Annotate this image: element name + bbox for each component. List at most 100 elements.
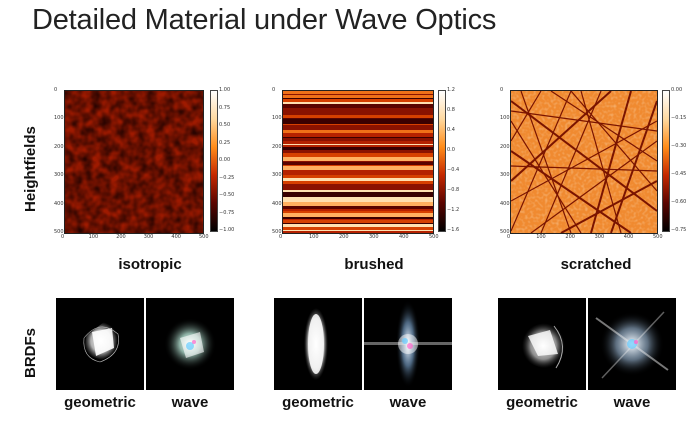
brushed-stripe [283, 148, 433, 150]
colorbar-tick-label: −0.50 [219, 192, 235, 198]
colorbar-tick-label: −1.2 [447, 207, 460, 213]
brushed-stripe [283, 133, 433, 137]
y-tick-label: 300 [54, 172, 64, 179]
y-tick-label: 400 [54, 200, 64, 207]
y-tick-label: 200 [272, 143, 282, 150]
caption-scratched: scratched [560, 256, 632, 273]
y-tick-label: 100 [272, 115, 282, 122]
brushed-stripe [283, 138, 433, 141]
brdf-pair-scratched [498, 298, 676, 390]
brushed-stripe [283, 223, 433, 224]
colorbar-tick-label: −1.00 [219, 227, 235, 233]
brushed-stripe [283, 118, 433, 119]
brushed-stripe [283, 219, 433, 220]
y-tick-label: 400 [500, 200, 510, 207]
brushed-stripe [283, 102, 433, 104]
brushed-stripe [283, 153, 433, 157]
brushed-stripe [283, 181, 433, 184]
brushed-stripe [283, 231, 433, 233]
colorbar-tick-label: 0.75 [219, 104, 231, 111]
brdf-caption-geometric-3: geometric [506, 394, 578, 411]
brdf-geometric-brushed [274, 298, 362, 390]
scratch-line [511, 100, 657, 212]
scratch-line [511, 120, 657, 202]
brushed-stripe [283, 124, 433, 125]
y-tick-label: 200 [54, 143, 64, 150]
brushed-stripe [283, 91, 433, 94]
scratch-line [511, 91, 572, 232]
brushed-stripe [283, 197, 433, 202]
brushed-stripe [283, 211, 433, 213]
heightfield-brushed-image [282, 90, 434, 234]
brushed-stripe [283, 162, 433, 165]
brushed-stripe [283, 115, 433, 118]
brdf-caption-wave-2: wave [389, 394, 427, 411]
brushed-stripe [283, 150, 433, 153]
caption-brushed: brushed [344, 256, 404, 273]
y-tick-label: 300 [272, 172, 282, 179]
y-tick-label: 0 [500, 87, 504, 93]
brushed-stripe [283, 230, 433, 231]
brushed-stripe [283, 224, 433, 227]
scratch-line [511, 150, 632, 233]
x-tick-label: 300 [143, 234, 154, 240]
y-tick-label: 0 [272, 87, 276, 93]
x-tick-label: 300 [369, 234, 379, 240]
brushed-stripe [283, 184, 433, 186]
heightfield-brushed: 0 100 200 300 400 500 0 100 200 300 400 500 1.2 0.8 0.… [270, 86, 459, 246]
x-tick-label: 0 [279, 234, 283, 240]
brushed-stripe [283, 144, 433, 145]
brushed-stripe [283, 104, 433, 108]
x-tick-label: 400 [399, 234, 409, 240]
brdfs-row-label: BRDFs [22, 327, 39, 378]
brushed-stripe [283, 141, 433, 144]
brushed-stripe [283, 147, 433, 148]
brdf-wave-scratched [588, 298, 676, 390]
scratch-line [511, 110, 657, 132]
caption-isotropic: isotropic [118, 256, 182, 273]
brdf-geometric-isotropic [56, 298, 144, 390]
brushed-stripe [283, 119, 433, 124]
scratch-line [511, 165, 657, 172]
colorbar-tick-label: −0.8 [447, 187, 460, 193]
brushed-stripe [283, 137, 433, 138]
scratch-line [610, 100, 657, 233]
colorbar-tick-label: 0.00 [671, 87, 683, 93]
brushed-stripe [283, 227, 433, 230]
brushed-stripe [283, 206, 433, 209]
brdf-pair-brushed [274, 298, 452, 390]
colorbar-tick-label: 0.8 [447, 107, 455, 113]
brushed-colorbar [438, 90, 446, 232]
x-tick-label: 0 [507, 234, 511, 240]
brdf-caption-wave-3: wave [613, 394, 651, 411]
colorbar-tick-label: −0.4 [447, 167, 460, 173]
brushed-stripe [283, 95, 433, 98]
colorbar-tick-label: −1.6 [447, 227, 460, 233]
colorbar-tick-label: −0.45 [671, 171, 687, 177]
brushed-stripe [283, 178, 433, 181]
brushed-stripe [283, 145, 433, 147]
brushed-stripe [283, 166, 433, 170]
scratch-line [580, 91, 622, 233]
brushed-stripe [283, 111, 433, 115]
brushed-stripe [283, 99, 433, 102]
x-tick-label: 100 [536, 234, 546, 240]
colorbar-tick-label: −0.25 [219, 174, 235, 181]
y-tick-label: 500 [54, 229, 64, 235]
x-tick-label: 400 [171, 234, 181, 240]
brdf-caption-geometric-2: geometric [282, 394, 354, 411]
x-tick-label: 100 [88, 234, 99, 240]
y-tick-label: 0 [54, 87, 58, 93]
slide-title: Detailed Material under Wave Optics [32, 4, 497, 36]
scratched-colorbar [662, 90, 670, 232]
brushed-stripe [283, 192, 433, 197]
x-tick-label: 500 [199, 234, 209, 240]
colorbar-tick-label: −0.15 [671, 115, 687, 121]
brushed-stripe [283, 130, 433, 133]
colorbar-tick-label: 0.50 [219, 122, 231, 128]
colorbar-tick-label: 0.00 [219, 157, 231, 163]
brushed-stripe [283, 175, 433, 178]
scratch-line [560, 180, 657, 233]
x-tick-label: 400 [623, 234, 634, 240]
y-tick-label: 100 [500, 115, 510, 122]
